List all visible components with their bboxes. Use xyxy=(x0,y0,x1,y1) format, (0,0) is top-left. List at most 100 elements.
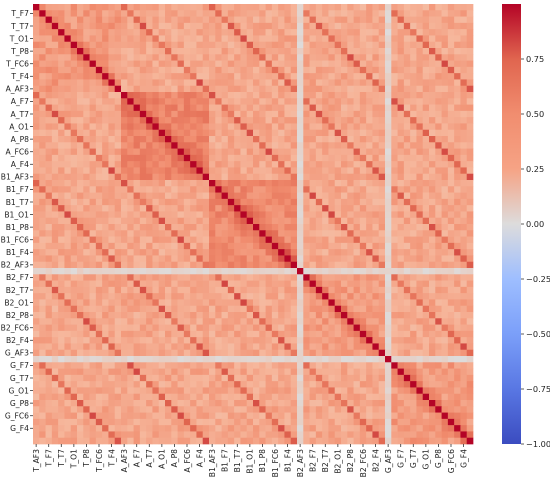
heatmap-cell xyxy=(83,419,90,426)
heatmap-cell xyxy=(140,419,147,426)
heatmap-cell xyxy=(71,10,78,17)
heatmap-cell xyxy=(178,61,185,68)
heatmap-cell xyxy=(259,79,266,86)
heatmap-cell xyxy=(328,237,335,244)
heatmap-cell xyxy=(266,387,273,394)
heatmap-cell xyxy=(46,117,53,124)
heatmap-cell xyxy=(196,174,203,181)
heatmap-cell xyxy=(423,343,430,350)
heatmap-cell xyxy=(240,400,247,407)
heatmap-cell xyxy=(234,312,241,319)
heatmap-cell xyxy=(184,123,191,130)
heatmap-cell xyxy=(178,362,185,369)
heatmap-cell xyxy=(423,29,430,36)
heatmap-cell xyxy=(404,186,411,193)
heatmap-cell xyxy=(435,425,442,432)
heatmap-cell xyxy=(96,86,103,93)
heatmap-cell xyxy=(90,299,97,306)
heatmap-cell xyxy=(366,362,373,369)
heatmap-cell xyxy=(404,375,411,382)
heatmap-cell xyxy=(52,10,59,17)
heatmap-cell xyxy=(159,255,166,262)
heatmap-cell xyxy=(278,419,285,426)
heatmap-cell xyxy=(102,268,109,275)
heatmap-cell xyxy=(416,193,423,200)
column-label: A_FC6 xyxy=(183,449,192,473)
heatmap-cell xyxy=(454,4,461,11)
heatmap-cell xyxy=(152,67,159,74)
heatmap-cell xyxy=(222,73,229,80)
heatmap-cell xyxy=(102,431,109,438)
heatmap-cell xyxy=(423,17,430,24)
heatmap-cell xyxy=(222,350,229,357)
heatmap-cell xyxy=(442,218,449,225)
heatmap-cell xyxy=(115,79,122,86)
heatmap-cell xyxy=(310,350,317,357)
heatmap-cell xyxy=(171,237,178,244)
heatmap-cell xyxy=(83,230,90,237)
heatmap-cell xyxy=(335,73,342,80)
heatmap-cell xyxy=(366,23,373,30)
heatmap-cell xyxy=(102,419,109,426)
heatmap-cell xyxy=(121,400,128,407)
heatmap-cell xyxy=(152,117,159,124)
heatmap-cell xyxy=(372,249,379,256)
heatmap-cell xyxy=(190,23,197,30)
heatmap-cell xyxy=(266,218,273,225)
heatmap-cell xyxy=(460,331,467,338)
heatmap-cell xyxy=(354,274,361,281)
heatmap-cell xyxy=(203,61,210,68)
heatmap-cell xyxy=(159,224,166,231)
heatmap-cell xyxy=(416,186,423,193)
heatmap-cell xyxy=(284,306,291,313)
heatmap-cell xyxy=(71,180,78,187)
heatmap-cell xyxy=(278,438,285,445)
heatmap-cell xyxy=(39,387,46,394)
heatmap-cell xyxy=(328,4,335,11)
heatmap-cell xyxy=(272,142,279,149)
heatmap-cell xyxy=(203,186,210,193)
heatmap-cell xyxy=(77,337,84,344)
heatmap-cell xyxy=(96,17,103,24)
heatmap-cell xyxy=(64,343,71,350)
heatmap-cell xyxy=(90,362,97,369)
heatmap-cell xyxy=(234,343,241,350)
heatmap-cell xyxy=(278,274,285,281)
heatmap-cell xyxy=(335,375,342,382)
heatmap-cell xyxy=(190,268,197,275)
heatmap-cell xyxy=(442,425,449,432)
heatmap-cell xyxy=(165,67,172,74)
heatmap-cell xyxy=(404,61,411,68)
heatmap-cell xyxy=(209,356,216,363)
heatmap-cell xyxy=(140,218,147,225)
heatmap-cell xyxy=(266,375,273,382)
heatmap-cell xyxy=(33,17,40,24)
heatmap-cell xyxy=(190,375,197,382)
heatmap-cell xyxy=(310,48,317,55)
heatmap-cell xyxy=(259,287,266,294)
heatmap-cell xyxy=(178,211,185,218)
heatmap-cell xyxy=(423,186,430,193)
heatmap-cell xyxy=(102,35,109,42)
heatmap-cell xyxy=(448,61,455,68)
heatmap-cell xyxy=(196,425,203,432)
heatmap-cell xyxy=(448,10,455,17)
heatmap-cell xyxy=(442,369,449,376)
heatmap-cell xyxy=(460,394,467,401)
heatmap-cell xyxy=(423,117,430,124)
heatmap-cell xyxy=(316,29,323,36)
heatmap-cell xyxy=(372,262,379,269)
heatmap-cell xyxy=(335,400,342,407)
heatmap-cell xyxy=(146,243,153,250)
heatmap-cell xyxy=(442,211,449,218)
heatmap-cell xyxy=(146,369,153,376)
heatmap-cell xyxy=(77,211,84,218)
heatmap-cell xyxy=(209,142,216,149)
heatmap-cell xyxy=(196,431,203,438)
heatmap-cell xyxy=(291,149,298,156)
heatmap-cell xyxy=(454,211,461,218)
heatmap-cell xyxy=(96,73,103,80)
heatmap-cell xyxy=(467,350,474,357)
heatmap-cell xyxy=(46,318,53,325)
heatmap-cell xyxy=(240,161,247,168)
